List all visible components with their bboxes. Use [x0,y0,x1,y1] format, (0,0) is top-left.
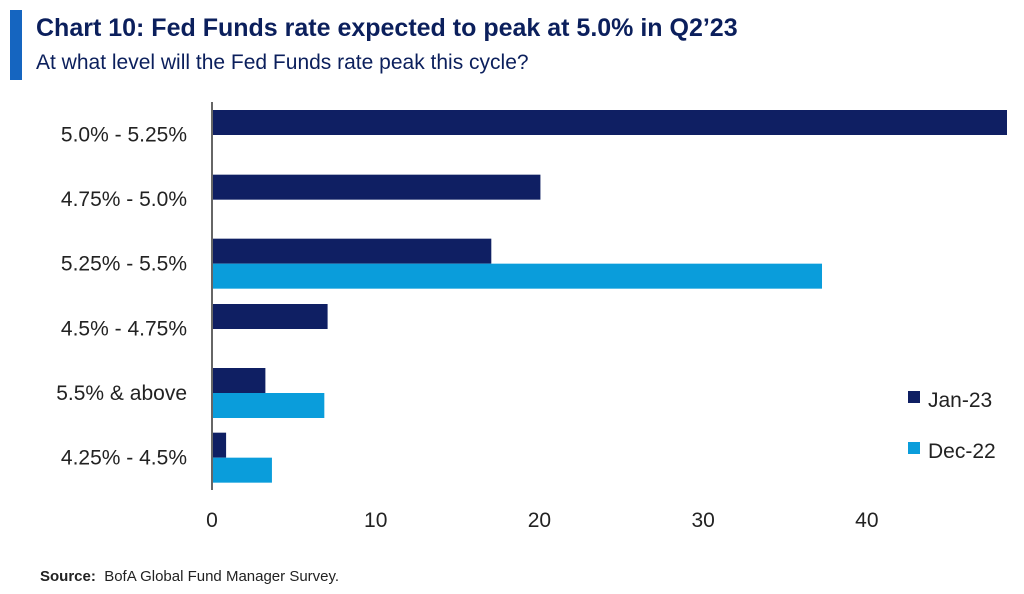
source-label: Source: [40,568,96,585]
y-tick-label: 5.0% - 5.25% [61,123,187,146]
legend-swatch-dec-22 [908,442,920,454]
bar-dec-22 [213,457,272,483]
x-tick-label: 40 [855,509,878,532]
bar-jan-23 [213,238,492,264]
bar-jan-23 [213,174,541,200]
x-tick-label: 20 [528,509,551,532]
legend-label: Dec-22 [928,440,996,463]
legend-label: Jan-23 [928,389,992,412]
x-tick-label: 0 [206,509,218,532]
legend-swatch-jan-23 [908,391,920,403]
bar-jan-23 [213,368,266,393]
y-tick-label: 5.5% & above [56,382,187,405]
chart-subtitle: At what level will the Fed Funds rate pe… [36,51,529,74]
y-tick-label: 5.25% - 5.5% [61,253,187,276]
source-text: BofA Global Fund Manager Survey. [104,568,340,585]
title-accent-bar [10,10,22,80]
y-tick-label: 4.5% - 4.75% [61,317,187,340]
x-tick-label: 30 [691,509,714,532]
y-tick-label: 4.25% - 4.5% [61,447,187,470]
bar-jan-23 [213,110,1007,135]
source-note: Source: BofA Global Fund Manager Survey. [40,568,339,585]
bar-jan-23 [213,432,227,458]
x-tick-label: 10 [364,509,387,532]
bar-dec-22 [213,393,325,418]
chart-title: Chart 10: Fed Funds rate expected to pea… [36,14,738,42]
y-tick-label: 4.75% - 5.0% [61,188,187,211]
bar-dec-22 [213,263,823,289]
bar-jan-23 [213,304,328,329]
